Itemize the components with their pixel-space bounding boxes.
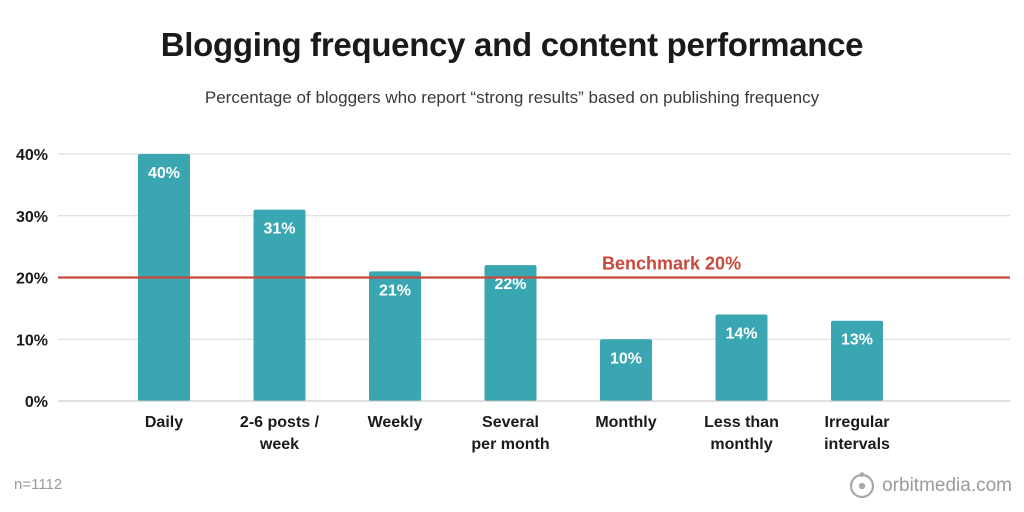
x-tick-label: intervals (824, 436, 890, 453)
x-tick-label: Irregular (825, 414, 890, 431)
chart-title: Blogging frequency and content performan… (160, 26, 864, 63)
brand-name: orbitmedia.com (882, 475, 1012, 496)
x-tick-label: 2-6 posts / (240, 414, 320, 431)
x-tick-label: week (259, 436, 299, 453)
chart-subtitle: Percentage of bloggers who report “stron… (204, 88, 820, 107)
x-tick-label: Daily (145, 414, 183, 431)
x-tick-label: Monthly (595, 414, 656, 431)
bar (600, 339, 652, 401)
y-tick-label: 30% (16, 209, 48, 226)
y-tick-label: 40% (16, 147, 48, 164)
bar (715, 314, 768, 401)
sample-size-note: n=1112 (14, 476, 63, 493)
bar (369, 271, 421, 401)
orbit-icon (850, 472, 875, 499)
x-tick-label: monthly (710, 436, 772, 453)
bar-value-label: 10% (610, 350, 642, 367)
benchmark-label: Benchmark 20% (602, 254, 741, 274)
bar-value-label: 31% (263, 221, 295, 238)
bar-value-label: 22% (494, 276, 526, 293)
x-tick-label: Several (482, 414, 539, 431)
bar (831, 320, 883, 401)
x-tick-label: Less than (704, 414, 779, 431)
bar (253, 209, 306, 401)
bar-value-label: 13% (841, 332, 873, 349)
brand-logo[interactable]: orbitmedia.com (848, 472, 1012, 500)
y-tick-label: 0% (25, 394, 48, 411)
y-tick-label: 10% (16, 332, 48, 349)
bar (484, 265, 537, 401)
y-tick-label: 20% (16, 271, 48, 288)
bar-value-label: 40% (148, 165, 180, 182)
x-tick-label: Weekly (368, 414, 423, 431)
bar-value-label: 14% (725, 326, 757, 343)
bar-value-label: 21% (379, 282, 411, 299)
x-tick-label: per month (471, 436, 549, 453)
